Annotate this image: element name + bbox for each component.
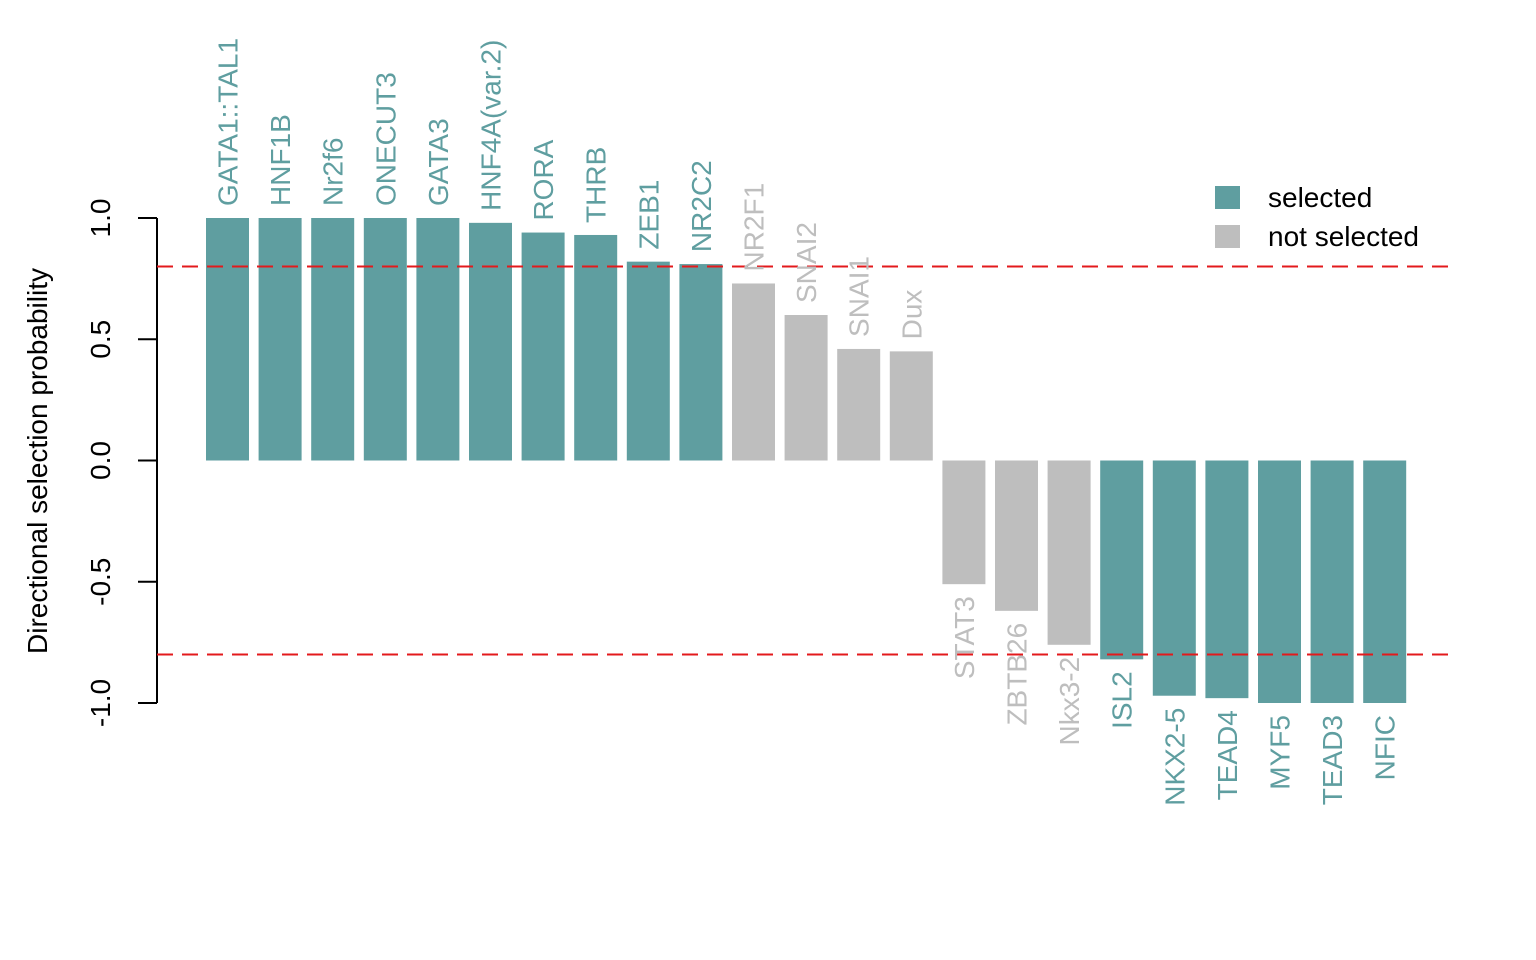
bar-nr2c2 bbox=[679, 264, 723, 461]
bar-label-zbtb26: ZBTB26 bbox=[1002, 623, 1033, 726]
bar-nr2f1 bbox=[732, 283, 775, 461]
bar-nr2f6 bbox=[311, 218, 355, 461]
bar-label-isl2: ISL2 bbox=[1107, 671, 1138, 729]
legend-swatch-not-selected bbox=[1215, 225, 1240, 248]
bar-label-hnf4a-var-2: HNF4A(var.2) bbox=[476, 40, 507, 211]
bar-label-snai1: SNAI1 bbox=[844, 256, 875, 337]
bar-labels: GATA1::TAL1 HNF1B Nr2f6 ONECUT3 GATA3 HNF4A(v… bbox=[213, 38, 1401, 806]
legend-swatch-selected bbox=[1215, 186, 1240, 209]
bars bbox=[206, 218, 1407, 703]
bar-label-nr2f6: Nr2f6 bbox=[318, 138, 349, 206]
bar-gata1-tal1 bbox=[206, 218, 249, 461]
bar-nkx3-2 bbox=[1047, 460, 1091, 645]
bar-label-gata3: GATA3 bbox=[423, 118, 454, 206]
bar-myf5 bbox=[1258, 460, 1301, 703]
bar-zeb1 bbox=[626, 261, 670, 461]
bar-label-rora: RORA bbox=[528, 139, 559, 220]
legend-label-not-selected: not selected bbox=[1268, 221, 1419, 252]
bar-label-tead3: TEAD3 bbox=[1317, 715, 1348, 805]
y-axis-title: Directional selection probability bbox=[22, 268, 53, 654]
bar-label-gata1-tal1: GATA1::TAL1 bbox=[213, 38, 244, 206]
legend-label-selected: selected bbox=[1268, 182, 1372, 213]
bar-hnf4a-var-2 bbox=[469, 222, 512, 461]
bar-label-hnf1b: HNF1B bbox=[265, 114, 296, 206]
bar-onecut3 bbox=[363, 218, 407, 461]
y-tick-label: 1.0 bbox=[85, 199, 116, 238]
y-tick-label: -1.0 bbox=[85, 679, 116, 727]
bar-gata3 bbox=[416, 218, 460, 461]
bar-label-dux: Dux bbox=[896, 290, 927, 340]
bar-label-nkx3-2: Nkx3-2 bbox=[1054, 657, 1085, 746]
bar-snai2 bbox=[784, 315, 828, 461]
bar-label-myf5: MYF5 bbox=[1265, 715, 1296, 790]
bar-rora bbox=[521, 232, 565, 461]
bar-hnf1b bbox=[258, 218, 302, 461]
bar-label-nr2c2: NR2C2 bbox=[686, 160, 717, 252]
bar-thrb bbox=[574, 234, 618, 461]
bar-label-thrb: THRB bbox=[581, 147, 612, 223]
bar-label-nfic: NFIC bbox=[1370, 715, 1401, 780]
bar-label-snai2: SNAI2 bbox=[791, 222, 822, 303]
y-tick-label: 0.0 bbox=[85, 441, 116, 480]
bar-tead4 bbox=[1205, 460, 1249, 699]
bar-stat3 bbox=[942, 460, 986, 585]
bar-label-tead4: TEAD4 bbox=[1212, 710, 1243, 800]
bar-label-stat3: STAT3 bbox=[949, 596, 980, 679]
y-tick-label: 0.5 bbox=[85, 320, 116, 359]
legend: selected not selected bbox=[1215, 182, 1419, 252]
bar-label-nkx2-5: NKX2-5 bbox=[1159, 708, 1190, 806]
bar-label-nr2f1: NR2F1 bbox=[739, 183, 770, 272]
bar-tead3 bbox=[1310, 460, 1354, 703]
bar-snai1 bbox=[837, 348, 881, 461]
bar-label-onecut3: ONECUT3 bbox=[370, 72, 401, 206]
bar-zbtb26 bbox=[995, 460, 1038, 611]
bar-nfic bbox=[1363, 460, 1407, 703]
bar-isl2 bbox=[1100, 460, 1144, 660]
y-axis: -1.0 -0.5 0.0 0.5 1.0 bbox=[85, 199, 158, 727]
y-tick-label: -0.5 bbox=[85, 558, 116, 606]
bar-dux bbox=[889, 351, 933, 461]
bar-label-zeb1: ZEB1 bbox=[633, 180, 664, 250]
threshold-lines bbox=[157, 265, 1452, 656]
bar-nkx2-5 bbox=[1152, 460, 1196, 696]
